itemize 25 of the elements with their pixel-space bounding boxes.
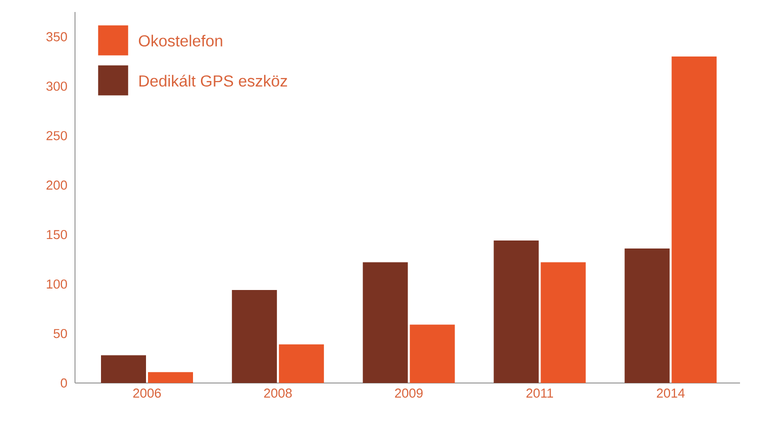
x-tick-label: 2009 [395,388,423,398]
bar [410,324,455,383]
bar [232,290,277,383]
bar [624,248,670,383]
y-tick-label: 300 [46,82,67,91]
y-tick-label: 100 [46,279,67,289]
y-tick-label: 150 [46,230,67,240]
bar [148,372,194,383]
y-tick-label: 200 [46,180,67,190]
x-tick-label: 2014 [656,388,685,398]
y-tick-label: 0 [60,378,67,388]
x-tick-label: 2008 [264,388,292,398]
bar [672,56,717,383]
bar [278,344,324,383]
legend-label: Dedikált GPS eszköz [139,74,288,87]
x-tick-label: 2006 [133,388,161,398]
legend-label: Okostelefon [138,34,222,46]
y-tick-label: 50 [54,328,67,338]
y-tick-label: 250 [46,131,67,140]
bar [494,240,539,383]
bar [101,355,146,383]
bar [540,262,586,383]
y-tick-label: 350 [46,32,67,42]
bar [362,262,408,383]
x-tick-label: 2011 [526,388,554,398]
